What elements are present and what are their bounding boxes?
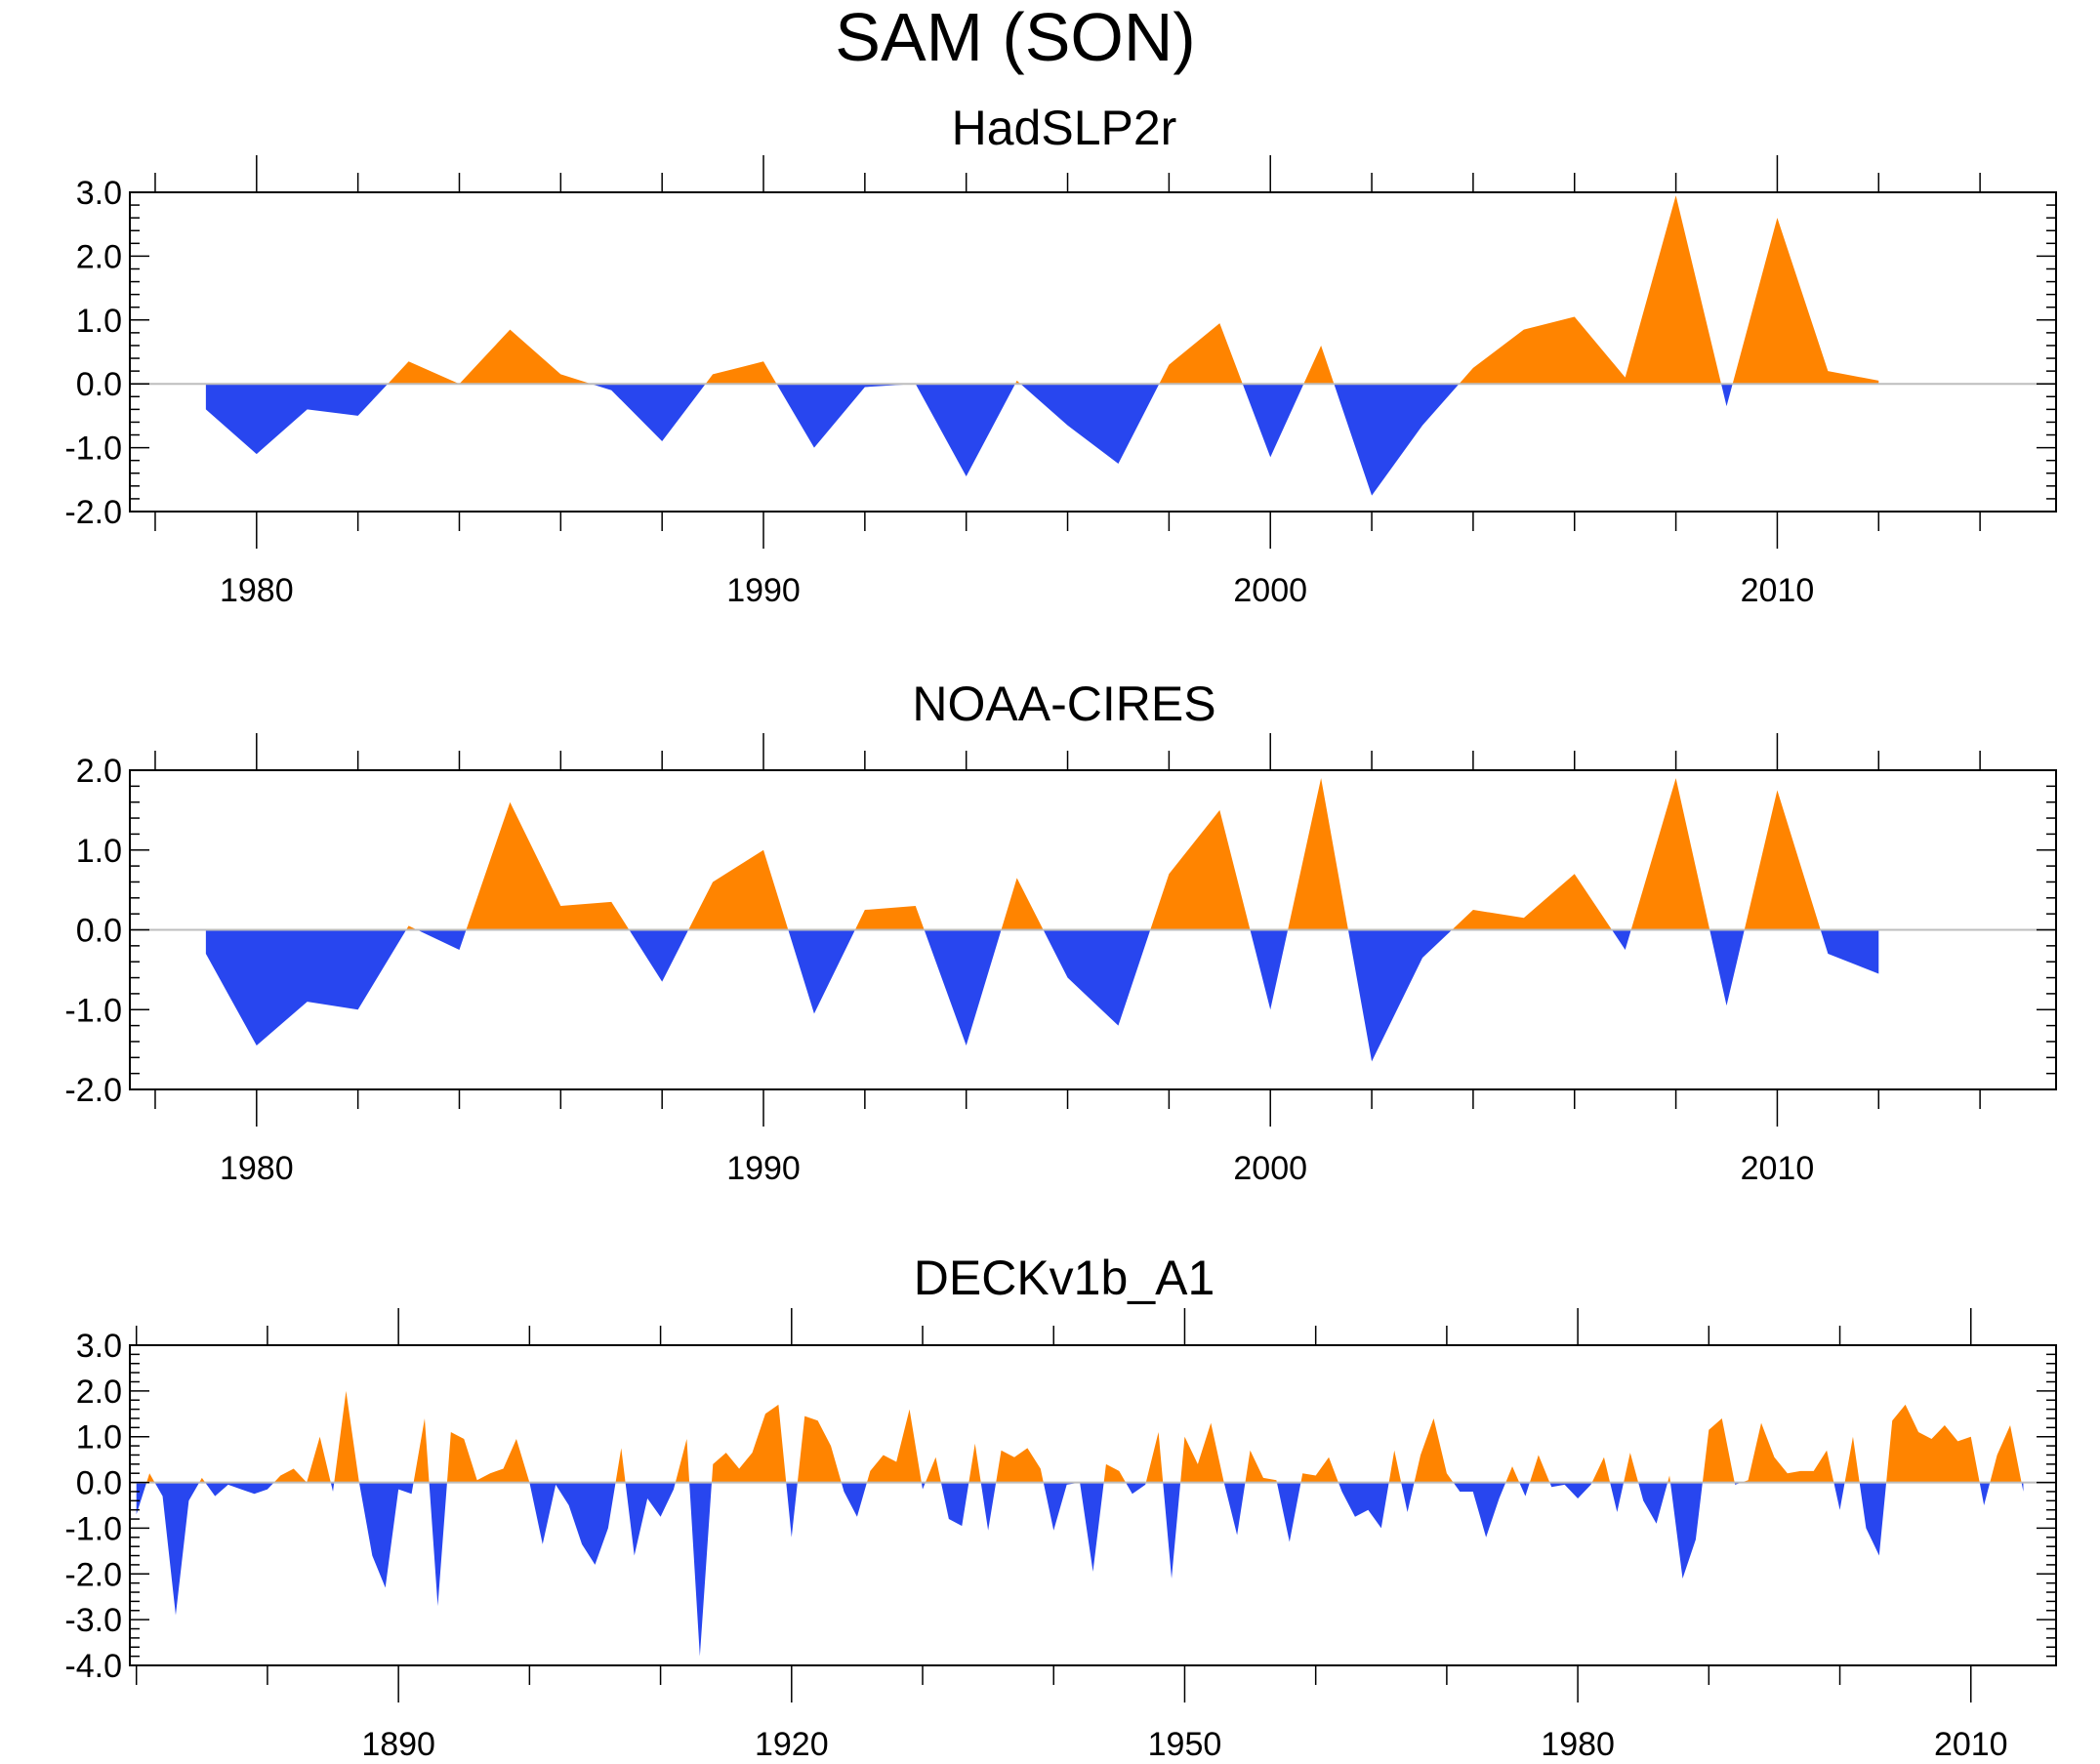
chart-panel-noaa-cires: NOAA-CIRES 2.0 1.0 0.0 -1.0 -2.0 1980 1990 2000… (64, 677, 2057, 1187)
positive-anomaly-area (136, 1390, 2024, 1483)
x-tick-label: 1980 (220, 572, 294, 609)
y-tick-label: 1.0 (76, 1419, 122, 1456)
negative-anomaly-area (136, 1482, 2024, 1657)
chart-title: HadSLP2r (952, 101, 1177, 155)
x-tick-label: 1890 (361, 1726, 435, 1763)
x-tick-label: 1990 (726, 572, 801, 609)
y-tick-label: 2.0 (76, 238, 122, 275)
x-tick-label: 2010 (1934, 1726, 2008, 1763)
positive-anomaly-area (205, 778, 1879, 930)
y-tick-label: 0.0 (76, 913, 122, 950)
y-tick-label: 0.0 (76, 1465, 122, 1502)
data-points (204, 193, 1880, 497)
y-tick-label: -1.0 (64, 992, 122, 1029)
plot-frame (129, 191, 2057, 513)
data-points (135, 1389, 2026, 1659)
x-tick-label: 2000 (1233, 572, 1307, 609)
y-tick-label: -4.0 (64, 1648, 122, 1685)
y-tick-label: 1.0 (76, 833, 122, 870)
y-tick-label: -3.0 (64, 1602, 122, 1639)
x-tick-label: 1980 (220, 1150, 294, 1187)
x-tick-label: 1950 (1148, 1726, 1222, 1763)
y-tick-label: 2.0 (76, 753, 122, 790)
chart-title: NOAA-CIRES (912, 677, 1215, 731)
y-tick-label: 3.0 (76, 175, 122, 212)
x-tick-label: 1990 (726, 1150, 801, 1187)
y-tick-label: 1.0 (76, 303, 122, 340)
data-areas (205, 195, 1879, 496)
y-tick-label: -2.0 (64, 1556, 122, 1593)
x-tick-label: 1980 (1541, 1726, 1615, 1763)
chart-panel-hadslp2r: HadSLP2r 3.0 2.0 1.0 0.0 -1.0 -2.0 1980 1990 200… (64, 101, 2057, 609)
y-axis: 3.0 2.0 1.0 0.0 -1.0 -2.0 (64, 175, 2056, 531)
y-tick-label: 0.0 (76, 366, 122, 403)
positive-anomaly-area (205, 195, 1879, 385)
data-areas (136, 1390, 2024, 1657)
y-tick-label: -1.0 (64, 431, 122, 468)
plot-frame (129, 1344, 2057, 1666)
x-axis: 1980 1990 2000 2010 (154, 733, 1981, 1187)
y-tick-label: 2.0 (76, 1374, 122, 1411)
x-tick-label: 1920 (755, 1726, 829, 1763)
negative-anomaly-area (205, 929, 1879, 1062)
data-areas (205, 778, 1879, 1062)
data-points (204, 776, 1880, 1063)
y-axis: 2.0 1.0 0.0 -1.0 -2.0 (64, 753, 2056, 1109)
y-tick-label: -1.0 (64, 1510, 122, 1547)
x-axis: 1890 1920 1950 1980 2010 (135, 1308, 2008, 1763)
negative-anomaly-area (205, 384, 1879, 496)
x-tick-label: 2010 (1741, 1150, 1815, 1187)
figure-title: SAM (SON) (835, 0, 1195, 75)
x-axis: 1980 1990 2000 2010 (154, 155, 1981, 609)
x-tick-label: 2010 (1741, 572, 1815, 609)
x-tick-label: 2000 (1233, 1150, 1307, 1187)
chart-panel-deckv1b-a1: DECKv1b_A1 3.0 2.0 1.0 0.0 -1.0 -2.0 -3.0 -4.0 1… (64, 1251, 2057, 1763)
chart-title: DECKv1b_A1 (914, 1251, 1215, 1305)
y-tick-label: 3.0 (76, 1328, 122, 1365)
y-tick-label: -2.0 (64, 494, 122, 531)
y-tick-label: -2.0 (64, 1072, 122, 1109)
y-axis: 3.0 2.0 1.0 0.0 -1.0 -2.0 -3.0 -4.0 (64, 1328, 2056, 1685)
